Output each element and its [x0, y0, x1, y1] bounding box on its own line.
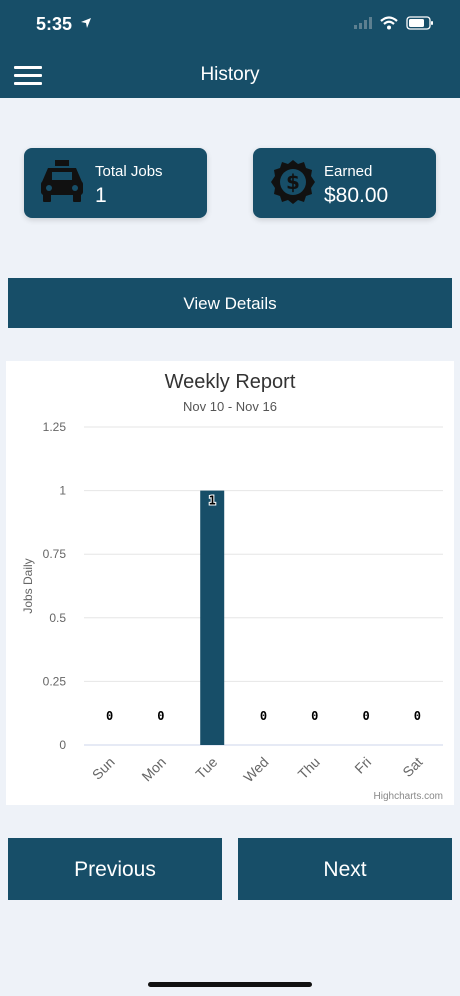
chart-plot: 0 0.25 0.5 0.75 1 1.25 Jobs Daily 0 Sun 0 Mon 1 Tue 0…	[21, 420, 443, 785]
y-tick-label: 0.5	[49, 611, 66, 625]
taxi-icon	[41, 160, 83, 202]
wifi-icon	[380, 16, 398, 30]
status-time: 5:35	[36, 14, 73, 34]
data-label: 1	[209, 494, 216, 508]
chart-credits[interactable]: Highcharts.com	[373, 791, 443, 802]
view-details-button[interactable]: View Details	[8, 278, 452, 328]
total-jobs-value: 1	[95, 184, 107, 207]
bar	[200, 490, 225, 745]
battery-icon	[406, 16, 433, 30]
x-tick-label: Mon	[138, 754, 169, 785]
signal-icon	[354, 17, 372, 29]
menu-icon[interactable]	[14, 66, 42, 85]
data-label: 0	[157, 709, 164, 723]
x-tick-label: Wed	[240, 754, 271, 785]
x-tick-label: Tue	[192, 754, 220, 782]
next-button[interactable]: Next	[238, 838, 452, 900]
y-tick-label: 0.75	[43, 547, 67, 561]
x-tick-label: Fri	[351, 754, 374, 777]
home-indicator	[148, 982, 312, 987]
x-tick-label: Sat	[399, 754, 425, 780]
chart-subtitle: Nov 10 - Nov 16	[183, 399, 277, 414]
total-jobs-card: Total Jobs 1	[24, 148, 207, 218]
y-tick-label: 1.25	[43, 420, 67, 434]
earned-label: Earned	[324, 163, 373, 180]
svg-text:$: $	[286, 170, 300, 194]
status-icons	[354, 16, 434, 30]
data-label: 0	[311, 709, 318, 723]
data-label: 0	[106, 709, 113, 723]
x-tick-label: Thu	[295, 754, 323, 782]
y-tick-label: 0	[59, 738, 66, 752]
y-tick-label: 0.25	[43, 674, 67, 688]
x-tick-label: Sun	[89, 754, 118, 783]
previous-button[interactable]: Previous	[8, 838, 222, 900]
data-label: 0	[414, 709, 421, 723]
page-title: History	[200, 64, 260, 85]
earned-value: $80.00	[324, 184, 389, 207]
location-arrow-icon	[81, 18, 91, 28]
y-axis-label: Jobs Daily	[21, 558, 35, 613]
dollar-badge-icon: $	[271, 160, 315, 204]
earned-card: $ Earned $80.00	[253, 148, 436, 218]
data-label: 0	[260, 709, 267, 723]
total-jobs-label: Total Jobs	[95, 163, 163, 180]
app-header: 5:35 History	[0, 0, 460, 98]
weekly-report-chart: Weekly Report Nov 10 - Nov 16 0 0.25 0.5 0.…	[6, 361, 454, 805]
y-tick-label: 1	[59, 484, 66, 498]
data-label: 0	[362, 709, 369, 723]
chart-title: Weekly Report	[164, 371, 296, 393]
